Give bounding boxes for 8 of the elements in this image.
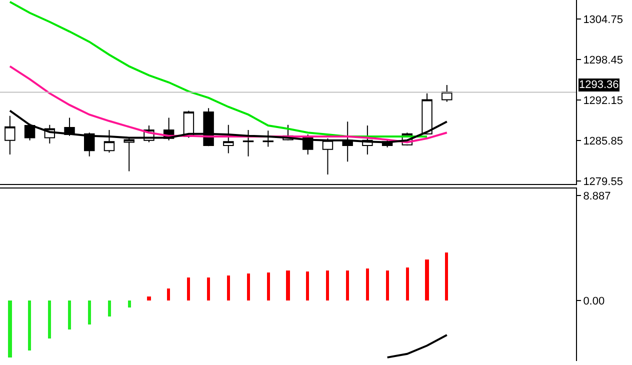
y-tick-label: 0.00 xyxy=(583,296,605,308)
y-tick-label: 1292.15 xyxy=(583,94,623,107)
y-tick-label: 1285.85 xyxy=(583,136,623,148)
y-tick-label: 1304.75 xyxy=(583,14,623,26)
y-tick-label: 8.887 xyxy=(583,190,611,203)
y-tick-label: 1298.45 xyxy=(583,54,623,66)
y-tick-label: 1279.55 xyxy=(583,176,623,188)
ref-line-label: 1293.36 xyxy=(579,79,619,91)
